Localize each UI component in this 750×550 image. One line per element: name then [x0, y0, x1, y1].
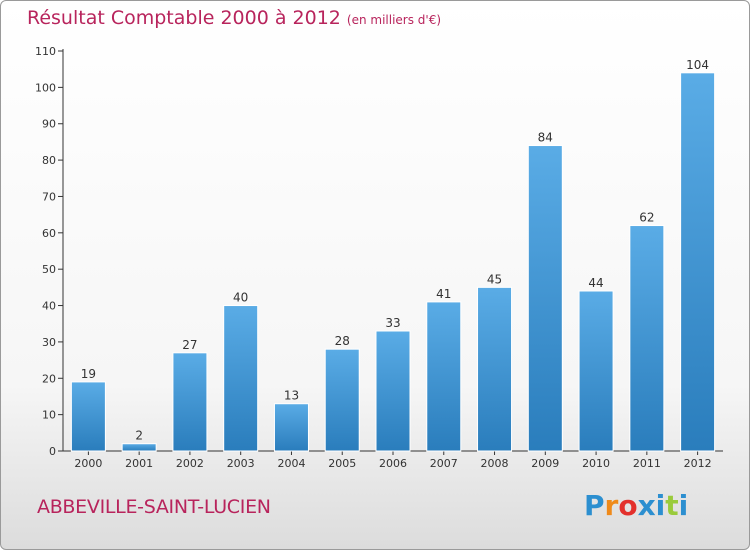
title-text: Résultat Comptable 2000 à 2012: [27, 7, 341, 29]
y-tick-label: 60: [42, 227, 56, 240]
logo-letter: i: [655, 489, 666, 522]
x-tick-label: 2007: [430, 457, 458, 470]
bar: [426, 301, 462, 452]
bar-value-label: 40: [233, 291, 248, 305]
y-tick-label: 100: [35, 81, 56, 94]
x-tick-label: 2010: [582, 457, 610, 470]
bar-value-label: 44: [588, 276, 603, 290]
commune-name: ABBEVILLE-SAINT-LUCIEN: [37, 496, 271, 518]
y-tick-label: 80: [42, 154, 56, 167]
bar-value-label: 33: [385, 316, 400, 330]
x-tick-label: 2004: [277, 457, 305, 470]
x-tick-label: 2009: [531, 457, 559, 470]
bar: [172, 352, 208, 452]
y-tick-label: 0: [49, 445, 56, 458]
bar: [324, 348, 360, 452]
bar-value-label: 27: [182, 338, 197, 352]
x-tick-label: 2006: [379, 457, 407, 470]
proxiti-logo: Proxiti: [584, 489, 688, 522]
logo-letter: i: [678, 489, 689, 522]
chart-subtitle: (en milliers d'€): [346, 13, 442, 27]
logo-letter: x: [637, 489, 656, 522]
bar-value-label: 2: [135, 429, 143, 443]
bar-value-label: 45: [487, 272, 502, 286]
bar: [273, 403, 309, 452]
bar-value-label: 13: [284, 389, 299, 403]
bar: [578, 290, 614, 452]
bar: [527, 145, 563, 452]
x-tick-label: 2001: [125, 457, 153, 470]
bar-value-label: 19: [81, 367, 96, 381]
y-tick-label: 10: [42, 409, 56, 422]
y-tick-label: 70: [42, 190, 56, 203]
logo-letter: P: [584, 489, 605, 522]
bar-value-label: 104: [686, 58, 709, 72]
bar: [680, 72, 716, 452]
bar-value-label: 62: [639, 211, 654, 225]
x-tick-label: 2002: [176, 457, 204, 470]
chart-title: Résultat Comptable 2000 à 2012 (en millie…: [27, 7, 441, 29]
x-tick-label: 2008: [481, 457, 509, 470]
x-tick-label: 2000: [74, 457, 102, 470]
bar-value-label: 84: [538, 131, 553, 145]
logo-letter: o: [618, 489, 638, 522]
bar: [70, 381, 106, 452]
y-tick-label: 110: [35, 45, 56, 58]
bar-value-label: 41: [436, 287, 451, 301]
bar: [375, 330, 411, 452]
bar-value-label: 28: [335, 334, 350, 348]
logo-letter: r: [604, 489, 619, 522]
x-tick-label: 2012: [684, 457, 712, 470]
bar: [477, 286, 513, 452]
bar: [629, 225, 665, 452]
y-tick-label: 50: [42, 263, 56, 276]
y-tick-label: 30: [42, 336, 56, 349]
y-tick-label: 90: [42, 118, 56, 131]
x-tick-label: 2005: [328, 457, 356, 470]
bar: [121, 443, 157, 452]
logo-letter: t: [665, 489, 679, 522]
x-tick-label: 2003: [227, 457, 255, 470]
bar: [223, 305, 259, 452]
y-tick-label: 40: [42, 300, 56, 313]
y-tick-label: 20: [42, 372, 56, 385]
x-tick-label: 2011: [633, 457, 661, 470]
